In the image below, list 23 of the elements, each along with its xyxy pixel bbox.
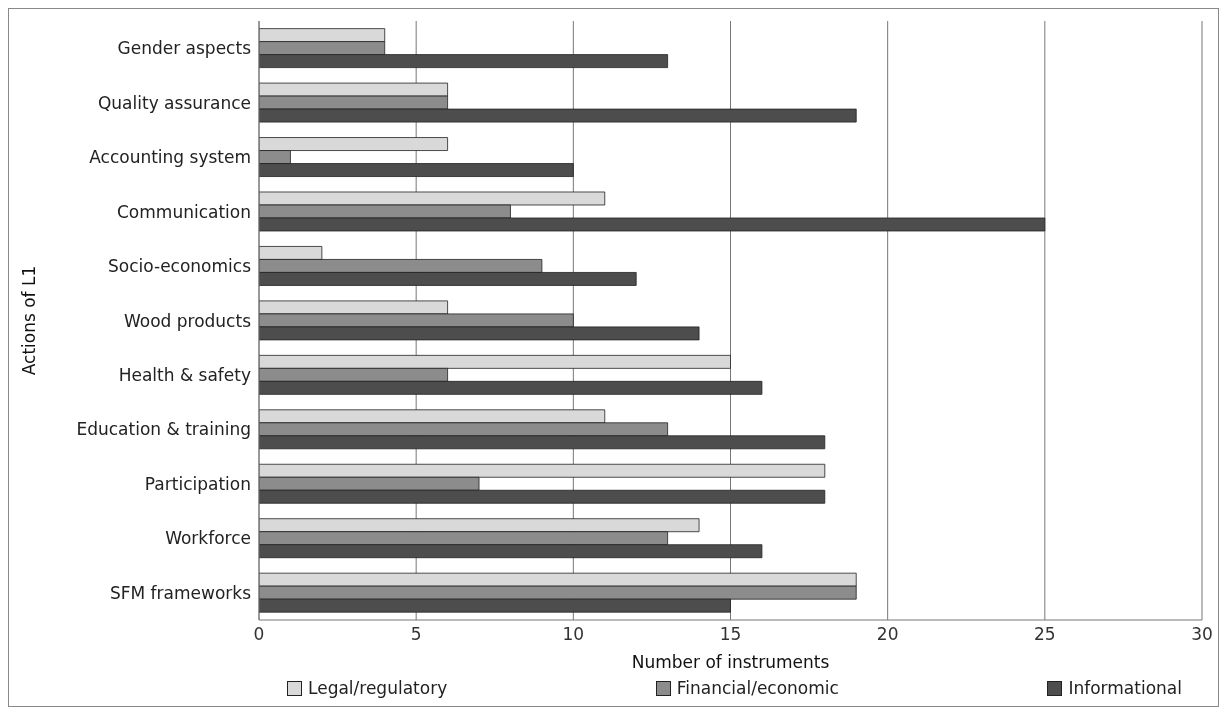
y-tick-label: Participation <box>144 473 251 494</box>
x-tick-label: 25 <box>1034 624 1056 645</box>
y-tick-label: Quality assurance <box>97 92 251 113</box>
x-tick-label: 5 <box>410 624 422 645</box>
x-tick-label: 15 <box>719 624 742 645</box>
legend-label: Financial/economic <box>675 678 839 698</box>
legend-label: Informational <box>1067 678 1182 698</box>
y-axis-title: Actions of L1 <box>19 265 40 376</box>
y-tick-label: Education & training <box>76 419 251 440</box>
y-tick-label: Accounting system <box>89 147 251 168</box>
y-tick-label: Communication <box>117 201 251 222</box>
y-tick-label: Workforce <box>165 528 251 549</box>
x-axis-title: Number of instruments <box>631 652 830 672</box>
y-tick-label: Socio-economics <box>108 256 252 277</box>
x-tick-label: 10 <box>562 624 585 645</box>
y-tick-label: SFM frameworks <box>109 582 252 603</box>
y-tick-label: Wood products <box>123 310 252 331</box>
x-tick-label: 0 <box>253 624 265 645</box>
x-tick-label: 30 <box>1191 624 1213 645</box>
y-tick-label: Gender aspects <box>117 38 252 59</box>
x-tick-label: 20 <box>876 624 899 645</box>
legend-label: Legal/regulatory <box>307 678 448 698</box>
y-tick-label: Health & safety <box>118 364 251 385</box>
